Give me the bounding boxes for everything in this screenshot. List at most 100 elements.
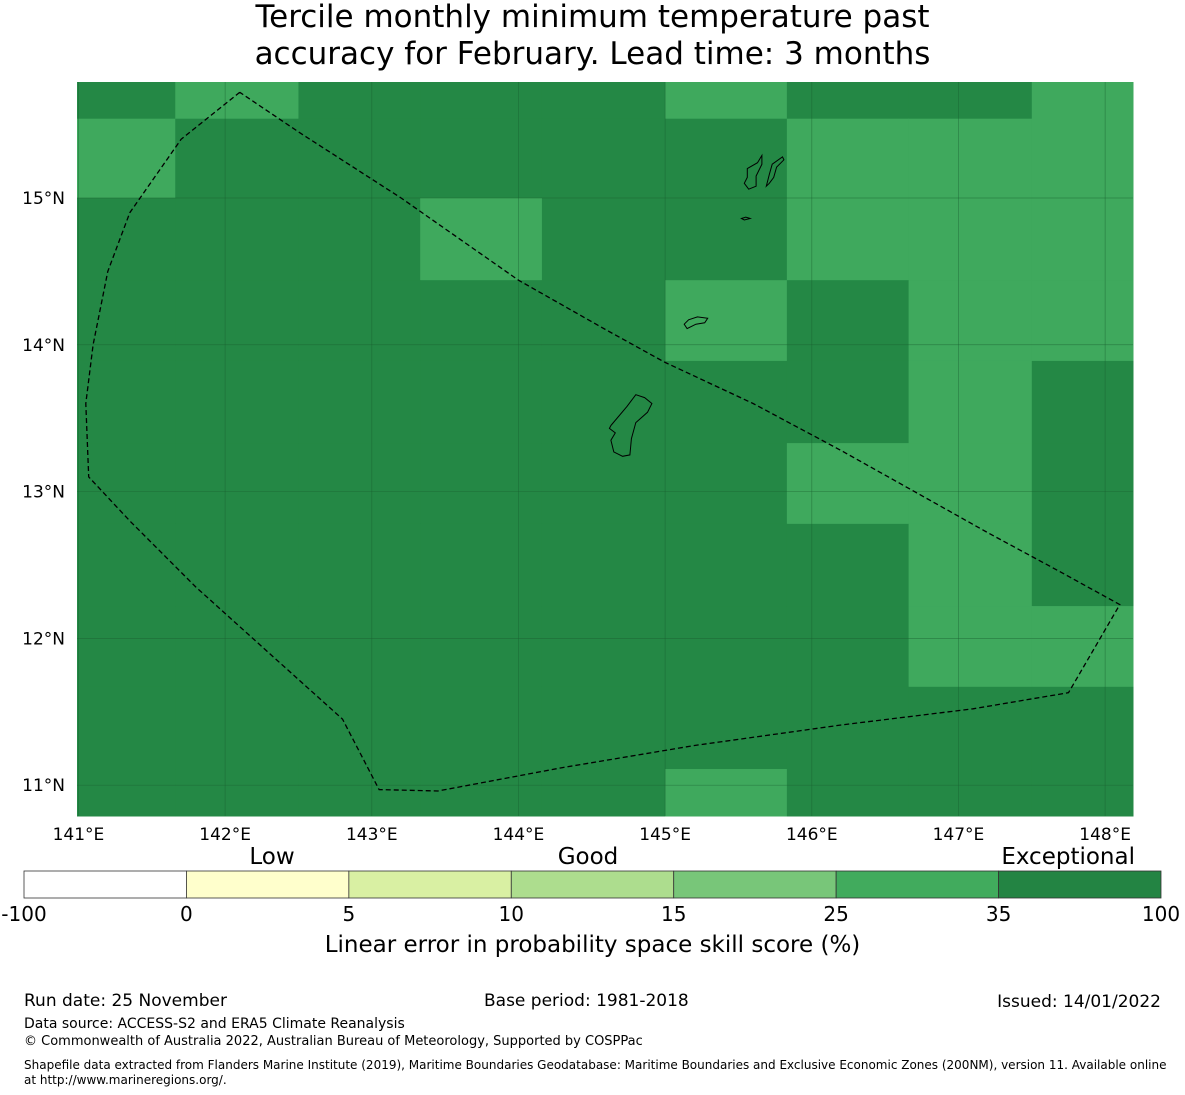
- legend-category-label: Good: [558, 844, 619, 870]
- score-cell: [77, 686, 176, 770]
- score-cell: [665, 443, 788, 525]
- lat-tick-label: 13°N: [22, 483, 65, 503]
- score-cell: [175, 118, 299, 199]
- score-cell: [77, 606, 176, 688]
- graticule: [77, 82, 1133, 816]
- score-cell: [1031, 769, 1134, 817]
- score-cell: [1031, 82, 1134, 120]
- legend-tick-label: 35: [986, 902, 1011, 926]
- island-outline: [608, 394, 653, 457]
- score-cell: [1031, 443, 1134, 525]
- score-cell: [665, 197, 788, 281]
- lat-tick-label: 12°N: [22, 629, 65, 649]
- score-cell: [1031, 197, 1134, 281]
- score-cell: [77, 118, 176, 199]
- score-cell: [541, 197, 666, 281]
- score-cell: [908, 523, 1033, 607]
- score-cell: [786, 360, 910, 444]
- legend-color-box: [23, 870, 187, 899]
- legend-category-label: Exceptional: [1001, 844, 1135, 870]
- score-cell: [541, 769, 666, 817]
- score-cell: [298, 280, 421, 362]
- score-cell: [541, 523, 666, 607]
- score-cell: [175, 769, 299, 817]
- score-cell: [175, 606, 299, 688]
- score-cell: [786, 523, 910, 607]
- legend-tick-label: 100: [1142, 902, 1180, 926]
- score-cell: [541, 118, 666, 199]
- legend-color-box: [348, 870, 512, 899]
- map-title-line-1: Tercile monthly minimum temperature past: [255, 0, 930, 35]
- score-cell: [420, 443, 543, 525]
- legend-tick-label: -100: [1, 902, 46, 926]
- legend-tick-label: 0: [180, 902, 193, 926]
- score-cell: [175, 443, 299, 525]
- score-cell: [541, 443, 666, 525]
- score-cell: [1031, 118, 1134, 199]
- score-cell: [908, 280, 1033, 362]
- score-cell: [175, 280, 299, 362]
- island-outline: [683, 316, 709, 330]
- base-period: Base period: 1981-2018: [484, 991, 689, 1011]
- score-cell: [175, 360, 299, 444]
- score-cell: [298, 118, 421, 199]
- score-cell: [541, 82, 666, 120]
- legend-color-box: [510, 870, 675, 899]
- score-cell: [77, 360, 176, 444]
- score-cell: [665, 686, 788, 770]
- lat-tick-label: 15°N: [22, 189, 65, 209]
- eez-boundary: [85, 91, 1121, 792]
- score-cell: [420, 769, 543, 817]
- skill-score-map: 141°E 142°E 143°E 144°E 145°E 146°E 147°E 148°E…: [22, 82, 1134, 845]
- score-cell: [908, 82, 1033, 120]
- score-cell: [786, 686, 910, 770]
- score-cell: [786, 443, 910, 525]
- legend-color-box: [835, 870, 999, 899]
- score-cell: [298, 606, 421, 688]
- score-cell: [541, 606, 666, 688]
- legend-color-boxes: [23, 870, 1162, 899]
- map-title-line-2: accuracy for February. Lead time: 3 mont…: [254, 36, 931, 72]
- score-cell: [908, 686, 1033, 770]
- island-outline: [765, 156, 785, 188]
- score-cell: [1031, 606, 1134, 688]
- score-cell: [1031, 280, 1134, 362]
- score-cell: [77, 280, 176, 362]
- shapefile-credit-line-2: at http://www.marineregions.org/.: [24, 1073, 227, 1087]
- shapefile-credit-line-1: Shapefile data extracted from Flanders M…: [24, 1058, 1167, 1072]
- score-cell: [786, 769, 910, 817]
- score-cell: [541, 360, 666, 444]
- score-cell: [77, 443, 176, 525]
- lon-tick-label: 145°E: [639, 825, 691, 845]
- issued-date: Issued: 14/01/2022: [997, 992, 1161, 1012]
- score-cell: [786, 197, 910, 281]
- score-cell: [665, 769, 788, 817]
- lat-tick-label: 14°N: [22, 336, 65, 356]
- score-cell: [786, 118, 910, 199]
- score-cell: [908, 118, 1033, 199]
- score-cell: [298, 686, 421, 770]
- lon-tick-label: 141°E: [53, 825, 105, 845]
- legend-color-box: [998, 870, 1162, 899]
- score-cell: [908, 197, 1033, 281]
- score-cell: [77, 197, 176, 281]
- data-source: Data source: ACCESS-S2 and ERA5 Climate …: [24, 1016, 405, 1032]
- score-cell: [541, 686, 666, 770]
- score-cell: [786, 606, 910, 688]
- score-cell: [298, 360, 421, 444]
- axis-labels: 141°E 142°E 143°E 144°E 145°E 146°E 147°E 148°E…: [22, 189, 1131, 845]
- lon-tick-label: 148°E: [1079, 825, 1131, 845]
- score-cell: [420, 606, 543, 688]
- legend-tick-label: 15: [661, 902, 686, 926]
- score-cell: [665, 280, 788, 362]
- legend-tick-label: 10: [499, 902, 524, 926]
- score-cell: [665, 82, 788, 120]
- score-cell: [420, 82, 543, 120]
- score-cell: [420, 523, 543, 607]
- score-cell: [420, 280, 543, 362]
- score-cell: [908, 360, 1033, 444]
- legend-color-box: [186, 870, 350, 899]
- colorbar-legend: Low Good Exceptional -100 0 5 10 15 25 35 100: [1, 844, 1180, 926]
- legend-category-labels: Low Good Exceptional: [249, 844, 1135, 870]
- score-cell: [908, 443, 1033, 525]
